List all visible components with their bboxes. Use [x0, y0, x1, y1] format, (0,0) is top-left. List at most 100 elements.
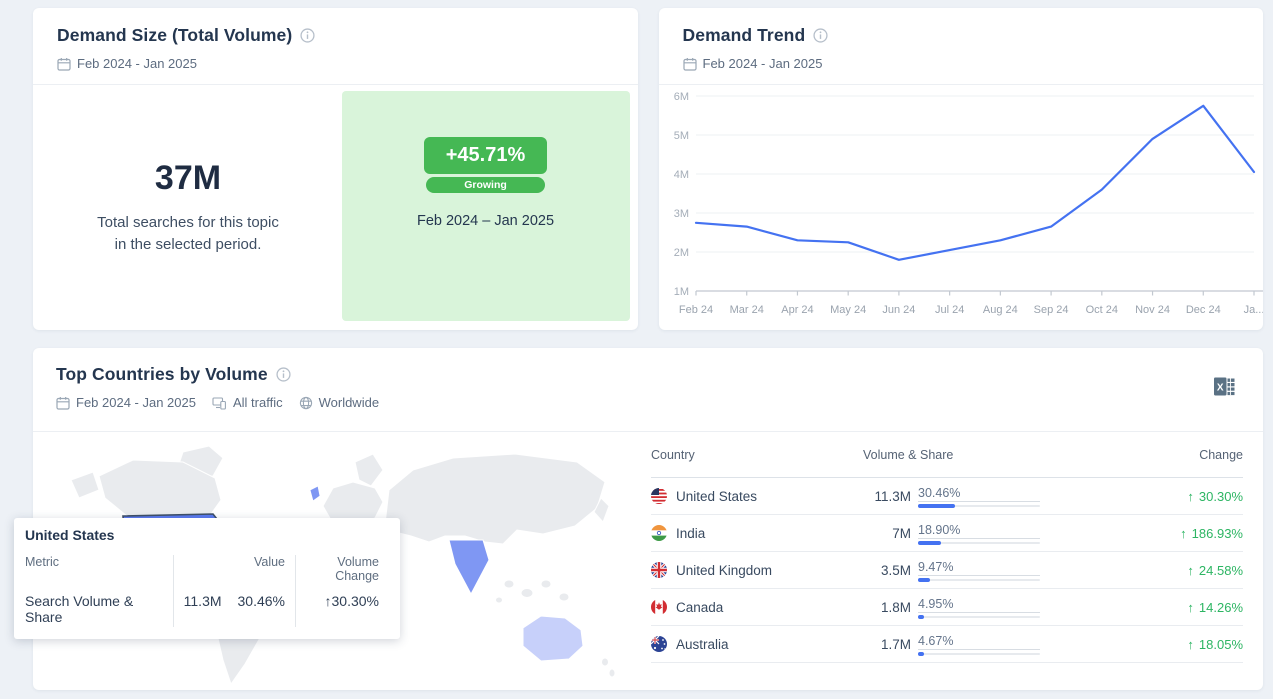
info-icon[interactable] — [813, 28, 828, 43]
country-change: ↑ 30.30% — [1187, 488, 1243, 504]
demand-trend-title: Demand Trend — [682, 25, 806, 45]
up-arrow-icon: ↑ — [1187, 488, 1194, 504]
country-volume: 11.3M — [874, 488, 911, 504]
share-percent-label: 4.95% — [918, 597, 1040, 613]
country-change: ↑ 186.93% — [1180, 525, 1243, 541]
svg-text:May 24: May 24 — [830, 304, 866, 316]
tooltip-change: ↑30.30% — [295, 593, 389, 627]
share-bar — [918, 504, 1040, 508]
tooltip-country-title: United States — [25, 527, 115, 543]
top-countries-title: Top Countries by Volume — [56, 364, 268, 384]
tooltip-col-value: Value — [173, 555, 295, 593]
devices-icon — [212, 396, 227, 410]
country-volume: 7M — [892, 525, 911, 541]
country-change: ↑ 18.05% — [1187, 636, 1243, 652]
info-icon[interactable] — [300, 28, 315, 43]
svg-text:4M: 4M — [673, 169, 688, 181]
info-icon[interactable] — [276, 367, 291, 382]
svg-text:Dec 24: Dec 24 — [1185, 304, 1220, 316]
growth-value-button[interactable]: +45.71% — [423, 137, 548, 174]
growth-panel: +45.71% Growing Feb 2024 – Jan 2025 — [341, 91, 630, 321]
map-india — [448, 539, 490, 596]
calendar-icon — [682, 57, 697, 71]
countries-table: Country Volume & Share Change United Sta… — [651, 432, 1243, 689]
demand-trend-chart[interactable]: 6M 5M 4M 3M 2M 1M Feb 24 Mar 24 Apr 24 May 24 Jun … — [659, 85, 1263, 329]
svg-text:Aug 24: Aug 24 — [982, 304, 1017, 316]
svg-text:1M: 1M — [673, 286, 688, 298]
svg-text:Feb 24: Feb 24 — [678, 304, 712, 316]
demand-size-title: Demand Size (Total Volume) — [57, 25, 293, 45]
svg-text:2M: 2M — [673, 247, 688, 259]
map-scandinavia — [354, 453, 384, 487]
flag-gb-icon — [651, 562, 667, 578]
flag-in-icon — [651, 525, 667, 541]
trend-line — [694, 104, 1255, 261]
up-arrow-icon: ↑ — [1187, 599, 1194, 615]
growth-period-label: Feb 2024 – Jan 2025 — [416, 213, 555, 229]
map-united-kingdom — [309, 485, 321, 502]
tooltip-col-change: Volume Change — [295, 555, 389, 593]
country-name: United Kingdom — [676, 562, 773, 578]
country-volume: 1.8M — [880, 599, 911, 615]
table-row[interactable]: Canada 1.8M 4.95% ↑ 14.26% — [651, 589, 1243, 626]
excel-export-icon[interactable]: X — [1213, 376, 1235, 400]
globe-icon — [299, 396, 313, 410]
svg-text:Oct 24: Oct 24 — [1085, 304, 1117, 316]
header-change[interactable]: Change — [1199, 447, 1243, 462]
map-asia — [384, 453, 606, 545]
country-share: 4.95% — [918, 595, 1040, 619]
map-canada — [98, 459, 222, 517]
share-bar — [918, 541, 1040, 545]
traffic-filter-label: All traffic — [232, 395, 283, 410]
svg-text:Apr 24: Apr 24 — [781, 304, 813, 316]
map-island — [558, 592, 570, 602]
calendar-icon — [57, 57, 71, 71]
share-bar — [918, 615, 1040, 619]
demand-size-card: Demand Size (Total Volume) Feb 2024 - Ja… — [33, 8, 638, 330]
table-row[interactable]: United Kingdom 3.5M 9.47% ↑ 24.58% — [651, 552, 1243, 589]
demand-trend-card: Demand Trend Feb 2024 - Jan 2025 6M 5M 4M 3… — [658, 8, 1263, 330]
world-map[interactable]: United States Metric Value Volume Change… — [14, 432, 651, 689]
total-volume-description: Total searches for this topic in the sel… — [97, 213, 279, 253]
share-bar — [918, 578, 1040, 582]
svg-text:Ja...: Ja... — [1243, 304, 1262, 316]
total-volume-block: 37M Total searches for this topic in the… — [33, 85, 343, 329]
share-percent-label: 9.47% — [918, 560, 1040, 576]
map-island — [520, 588, 534, 598]
total-volume-value: 37M — [154, 158, 222, 197]
country-share: 4.67% — [918, 632, 1040, 656]
table-row[interactable]: Australia 1.7M 4.67% ↑ 18.05% — [651, 626, 1243, 663]
up-arrow-icon: ↑ — [1187, 636, 1194, 652]
tooltip-metric: Search Volume & Share — [25, 593, 134, 625]
svg-text:6M: 6M — [673, 91, 688, 103]
countries-table-body: United States 11.3M 30.46% ↑ 30.30% India… — [651, 478, 1243, 663]
country-name: India — [676, 525, 706, 541]
map-new-zealand — [601, 657, 609, 667]
country-volume: 1.7M — [880, 636, 911, 652]
header-country[interactable]: Country — [651, 447, 695, 462]
top-countries-card: Top Countries by Volume Feb 2024 - Jan 2… — [14, 348, 1263, 690]
svg-text:5M: 5M — [673, 130, 688, 142]
share-percent-label: 30.46% — [918, 486, 1040, 502]
header-volume-share[interactable]: Volume & Share — [863, 447, 954, 462]
map-island — [495, 596, 503, 604]
demand-trend-period: Feb 2024 - Jan 2025 — [702, 56, 823, 71]
svg-text:Nov 24: Nov 24 — [1135, 304, 1170, 316]
table-row[interactable]: India 7M 18.90% ↑ 186.93% — [651, 515, 1243, 552]
tooltip-value: 11.3M 30.46% — [173, 593, 295, 627]
svg-text:Sep 24: Sep 24 — [1033, 304, 1068, 316]
countries-table-header: Country Volume & Share Change — [651, 432, 1243, 478]
up-arrow-icon: ↑ — [1187, 562, 1194, 578]
map-alaska — [70, 471, 100, 499]
svg-text:Jun 24: Jun 24 — [882, 304, 915, 316]
country-share: 18.90% — [918, 521, 1040, 545]
country-name: Canada — [676, 599, 724, 615]
table-row[interactable]: United States 11.3M 30.46% ↑ 30.30% — [651, 478, 1243, 515]
share-percent-label: 4.67% — [918, 634, 1040, 650]
calendar-icon — [56, 396, 70, 410]
demand-size-period: Feb 2024 - Jan 2025 — [77, 56, 197, 71]
country-change: ↑ 24.58% — [1187, 562, 1243, 578]
country-share: 9.47% — [918, 558, 1040, 582]
share-bar — [918, 652, 1040, 656]
